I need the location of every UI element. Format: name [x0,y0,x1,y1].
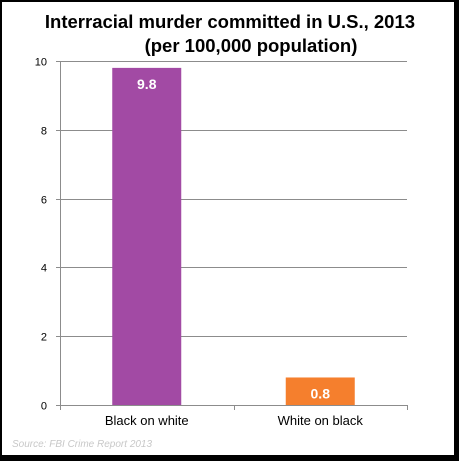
x-axis-categories: Black on white White on black [105,413,364,428]
gridlines [60,61,407,337]
data-label-black-on-white: 9.8 [137,76,157,92]
bars [112,67,355,405]
chart-title-line-1: Interracial murder committed in U.S., 20… [45,11,415,32]
y-tick-label-8: 8 [41,126,47,138]
category-label-white-on-black: White on black [278,413,364,428]
y-tick-label-6: 6 [41,195,47,207]
source-note: Source: FBI Crime Report 2013 [12,439,152,450]
chart-title-line-2: (per 100,000 population) [145,35,358,56]
y-tick-label-10: 10 [35,57,47,69]
bar-black-on-white [112,67,182,405]
y-tick-label-2: 2 [41,332,47,344]
data-label-white-on-black: 0.8 [311,385,331,401]
y-tick-label-0: 0 [41,401,47,413]
y-tick-label-4: 4 [41,263,47,275]
y-axis-ticks: 0 2 4 6 8 10 [35,57,60,413]
data-labels: 9.8 0.8 [137,76,330,402]
axes [56,61,408,410]
bar-white-on-black [285,377,355,405]
category-label-black-on-white: Black on white [105,413,189,428]
